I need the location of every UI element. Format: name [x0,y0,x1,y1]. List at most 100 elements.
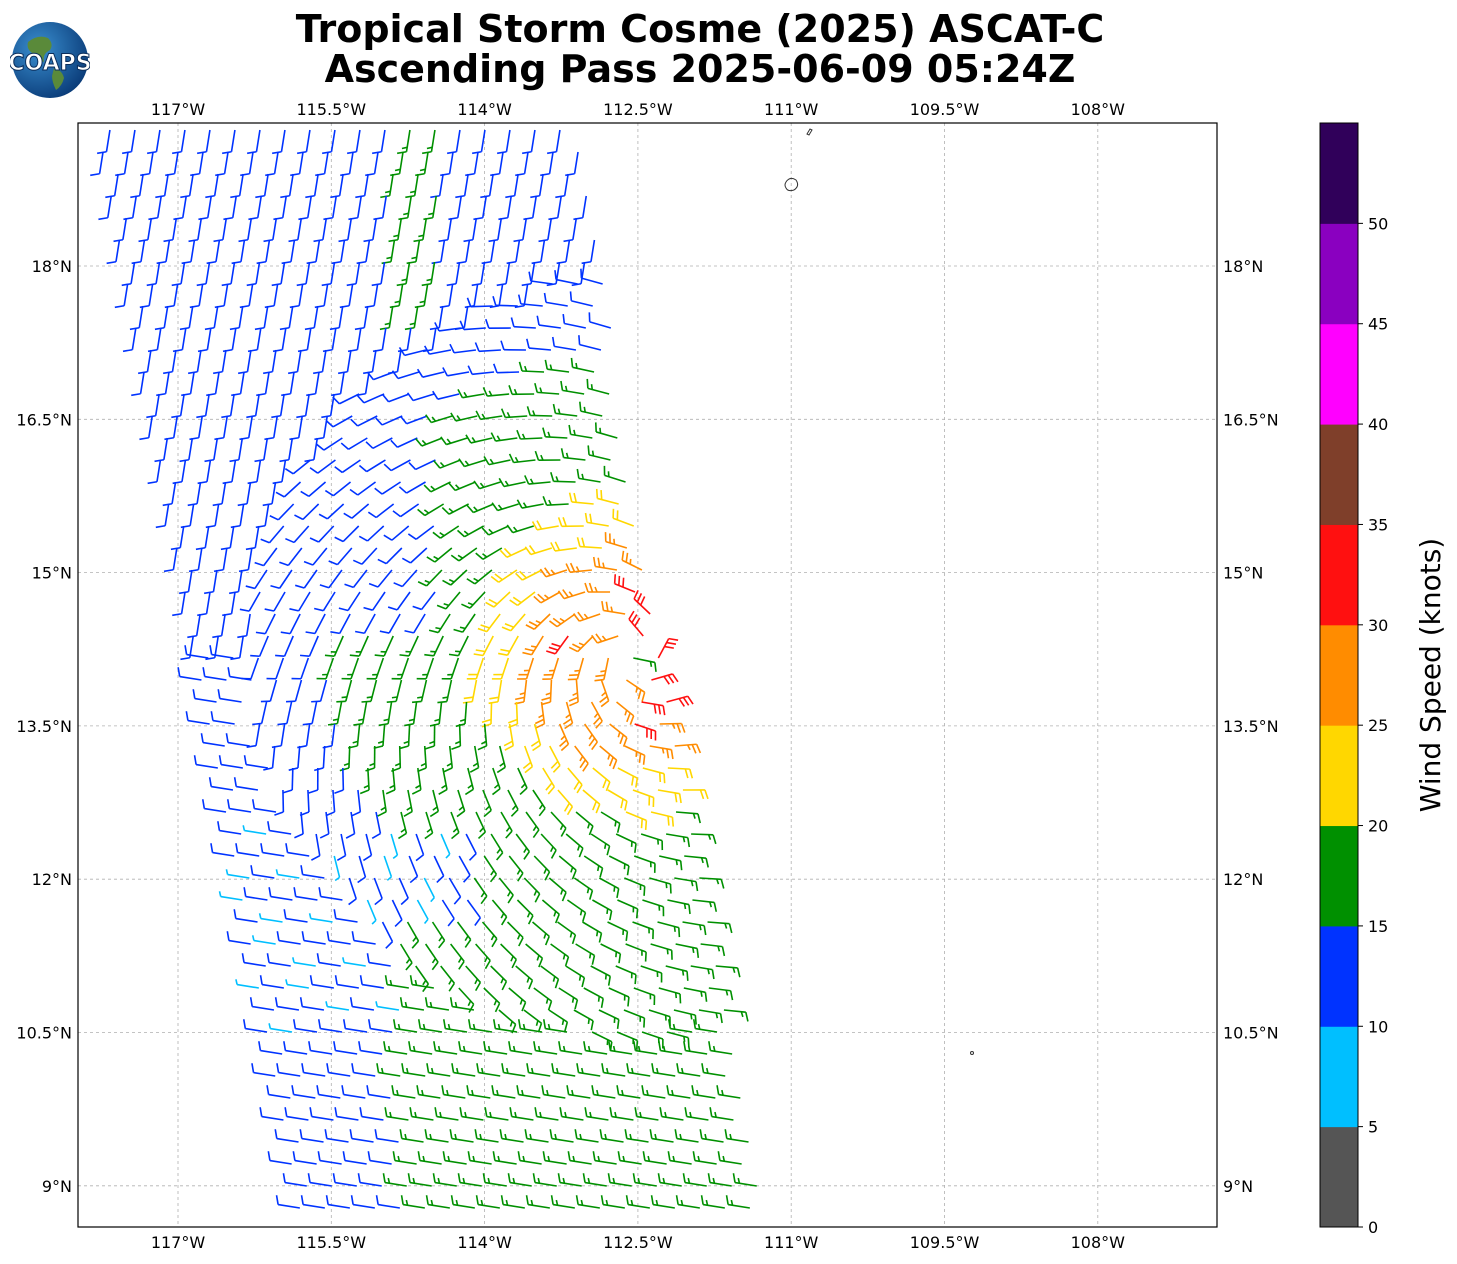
wind-barb [155,173,169,199]
wind-barb [542,427,568,439]
wind-barb [474,1129,499,1143]
wind-barb [465,965,482,992]
wind-barb [508,855,524,882]
wind-barb [542,1019,568,1033]
wind-barb [392,1151,417,1165]
wind-barb [407,525,435,540]
wind-barb [399,635,419,657]
wind-barb [217,689,242,703]
wind-barb [359,975,384,989]
wind-barb [683,1041,708,1055]
wind-barb [467,365,495,376]
wind-barb [173,195,188,221]
wind-barb [309,459,336,474]
wind-barb [628,610,644,637]
wind-barb [441,1085,466,1099]
wind-barb [575,943,596,965]
wind-barb [400,1195,425,1209]
wind-barb [483,855,498,883]
wind-barb [376,1063,401,1077]
wind-barb [296,393,310,419]
wind-barb [333,1041,358,1055]
wind-barb [642,899,665,917]
wind-barb [235,979,259,989]
wind-barb [447,129,461,155]
wind-barb [289,591,311,612]
wind-barb [514,283,529,309]
wind-barb [475,811,487,840]
lon-label-top: 112.5°W [603,100,673,119]
wind-barb [188,547,203,573]
wind-barb [682,921,707,936]
wind-barb [226,931,251,945]
wind-barb [592,1151,617,1165]
wind-barb [532,921,550,946]
wind-barb [524,545,553,556]
wind-barb [617,899,639,919]
wind-barb [275,635,294,658]
wind-barb [699,877,725,889]
wind-barb [231,371,245,397]
wind-barb [550,811,567,837]
wind-barb [347,723,361,749]
wind-barb [148,195,163,221]
wind-barb [352,547,378,565]
wind-barb [717,1151,742,1165]
wind-barb [526,406,553,417]
wind-barb [98,195,113,221]
wind-barb [254,547,278,567]
wind-barb [530,723,542,752]
wind-barb [516,429,543,440]
wind-barb [177,667,202,681]
wind-barb [698,1009,723,1024]
wind-barb [323,195,338,221]
wind-barb [576,468,601,483]
wind-barb [313,349,327,375]
wind-barb [217,821,242,835]
wind-barb [258,913,283,923]
wind-barb [515,965,534,990]
wind-barb [90,151,104,177]
wind-barb [290,151,304,177]
wind-barb [466,569,493,585]
wind-barb [275,481,302,498]
wind-barb [667,1151,692,1165]
wind-barb [324,481,352,497]
wind-barb [274,789,285,816]
wind-barb [387,591,411,611]
wind-barb [498,195,513,221]
wind-barb [255,173,269,199]
wind-barb [471,261,486,287]
wind-barb [294,569,318,589]
wind-barb [633,987,656,1005]
wind-barb [373,195,388,221]
wind-barb [299,635,319,657]
wind-barb [651,673,679,685]
wind-barb [567,1151,592,1165]
wind-barb [499,547,528,558]
wind-barb [362,833,373,862]
colorbar-tick-label: 25 [1368,716,1388,735]
wind-barb [491,899,508,926]
wind-barb [517,1019,543,1033]
wind-barb [528,271,553,285]
wind-barb [563,217,578,243]
colorbar-segment [1320,524,1358,626]
wind-barb [580,268,603,285]
wind-barb [430,173,444,199]
wind-barb [213,217,228,243]
wind-barb [524,1129,549,1143]
wind-barb [472,129,486,155]
wind-barb [180,635,195,661]
wind-barb [442,367,470,377]
wind-barb [609,723,628,747]
colorbar-segment [1320,825,1358,927]
wind-barb [114,283,129,309]
wind-barb [165,151,179,177]
title-line-2: Ascending Pass 2025-06-09 05:24Z [324,47,1076,91]
wind-barb [454,305,469,331]
wind-barb [515,151,529,177]
lat-labels-right: 18°N 16.5°N 15°N 13.5°N 12°N 10.5°N 9°N [1223,257,1279,1196]
wind-barb [599,679,610,708]
wind-barb [309,975,334,989]
